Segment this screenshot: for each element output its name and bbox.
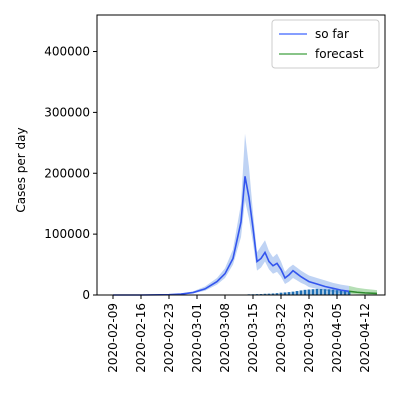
observed-bar [283,292,287,295]
observed-bar [339,290,343,295]
observed-bar [343,290,347,295]
series-lines [113,176,378,296]
observed-bar [287,292,291,295]
observed-bar [323,289,327,295]
observed-bar [267,293,271,295]
observed-bar [311,289,315,295]
y-tick-label: 400000 [44,45,90,59]
observed-bar [347,291,351,295]
x-tick-label: 2020-04-05 [330,303,344,373]
observed-bar [331,289,335,295]
observed-bar [299,290,303,295]
x-tick-label: 2020-03-01 [190,303,204,373]
x-tick-label: 2020-02-09 [106,303,120,373]
legend-label-so-far: so far [315,27,349,41]
observed-bar [263,293,267,295]
legend-box [271,19,380,69]
x-tick-label: 2020-04-12 [358,303,372,373]
legend: so far forecast [271,19,380,69]
y-axis-label: Cases per day [14,127,28,212]
observed-bar [319,289,323,295]
observed-bar [335,290,339,295]
legend-label-forecast: forecast [315,47,364,61]
observed-bar [275,293,279,295]
x-tick-label: 2020-02-23 [162,303,176,373]
uncertainty-bands [113,133,377,295]
y-tick-label: 100000 [44,227,90,241]
observed-bar [303,289,307,295]
x-tick-label: 2020-03-15 [246,303,260,373]
observed-bar [291,291,295,295]
band-so-far [113,133,349,295]
x-axis: 2020-02-09 2020-02-16 2020-02-23 2020-03-01… [106,295,372,373]
observed-bar [315,288,319,295]
x-tick-label: 2020-03-08 [218,303,232,373]
observed-bar [279,292,283,295]
observed-bar [295,291,299,295]
observed-bar [327,289,331,295]
observed-bars [247,288,351,295]
observed-bar [271,293,275,295]
y-axis: 0 100000 200000 300000 400000 [44,45,97,302]
observed-bar [307,289,311,295]
y-tick-label: 200000 [44,166,90,180]
line-forecast [348,290,378,295]
x-tick-label: 2020-02-16 [134,303,148,373]
line-so-far [113,176,350,296]
y-tick-label: 300000 [44,105,90,119]
y-tick-label: 0 [82,288,90,302]
x-tick-label: 2020-03-22 [274,303,288,373]
x-tick-label: 2020-03-29 [302,303,316,373]
plot-frame [96,14,386,296]
